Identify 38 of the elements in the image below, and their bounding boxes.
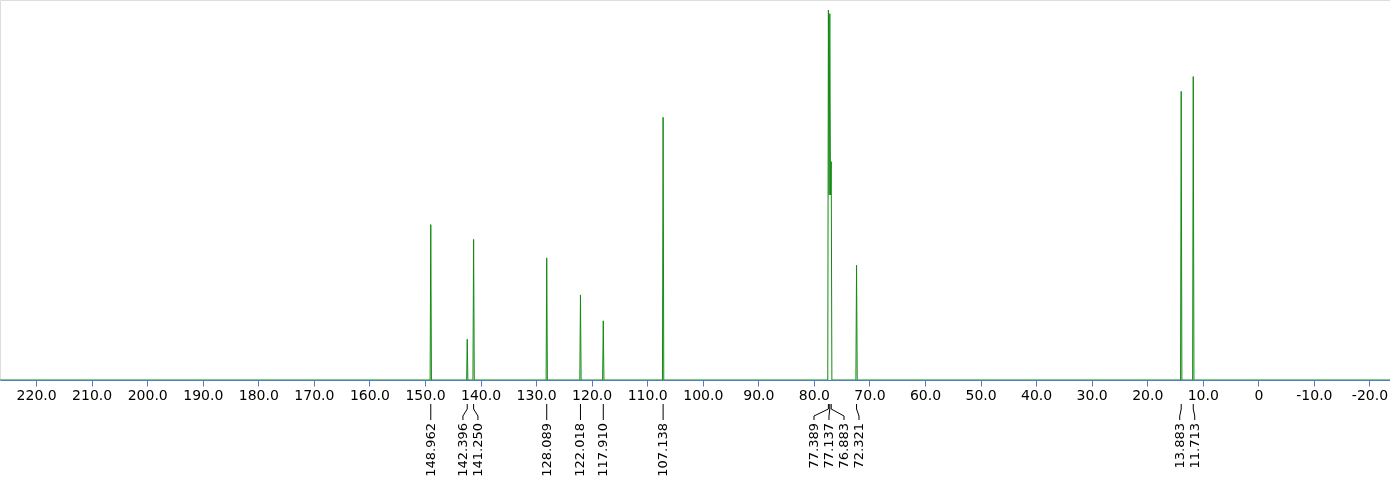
x-tick-label: 200.0 (127, 386, 168, 403)
x-tick-label: 0 (1254, 386, 1264, 403)
x-tick-label: 140.0 (461, 386, 502, 403)
annotation: 117.910 (595, 423, 611, 477)
x-tick-label: 70.0 (854, 386, 886, 403)
x-tick-label: 100.0 (683, 386, 724, 403)
x-tick-label: 20.0 (1132, 386, 1164, 403)
annotation: 77.389 (805, 423, 821, 469)
x-tick-label: 130.0 (516, 386, 557, 403)
x-tick-label: 180.0 (238, 386, 279, 403)
x-tick-label: 190.0 (183, 386, 224, 403)
x-tick-label: 110.0 (627, 386, 668, 403)
x-tick-label: 40.0 (1021, 386, 1053, 403)
x-tick-label: 30.0 (1076, 386, 1108, 403)
annotation: 13.883 (1171, 423, 1187, 469)
annotation: 72.321 (851, 423, 866, 469)
x-tick-label: 80.0 (798, 386, 830, 403)
x-tick-label: 160.0 (349, 386, 390, 403)
annotation: 76.883 (836, 423, 851, 469)
annotation: 77.137 (820, 423, 836, 469)
annotation: 122.018 (572, 423, 588, 477)
x-tick-label: -10.0 (1296, 386, 1333, 403)
annotation: 128.089 (538, 423, 554, 477)
x-tick-label: -20.0 (1351, 386, 1389, 403)
x-tick-label: 120.0 (572, 386, 613, 403)
x-tick-label: 170.0 (294, 386, 335, 403)
annotation: 141.250 (469, 423, 485, 477)
x-tick-label: 10.0 (1187, 386, 1219, 403)
annotation: 107.138 (655, 423, 671, 477)
annotation: 11.713 (1186, 423, 1202, 469)
x-tick-label: 210.0 (72, 386, 113, 403)
x-tick-label: 90.0 (743, 386, 775, 403)
x-tick-label: 220.0 (16, 386, 57, 403)
x-tick-label: 50.0 (965, 386, 997, 403)
x-tick-label: 60.0 (909, 386, 942, 403)
annotation: 142.396 (454, 423, 470, 477)
x-tick-label: 150.0 (405, 386, 446, 403)
annotation: 148.962 (422, 423, 438, 477)
